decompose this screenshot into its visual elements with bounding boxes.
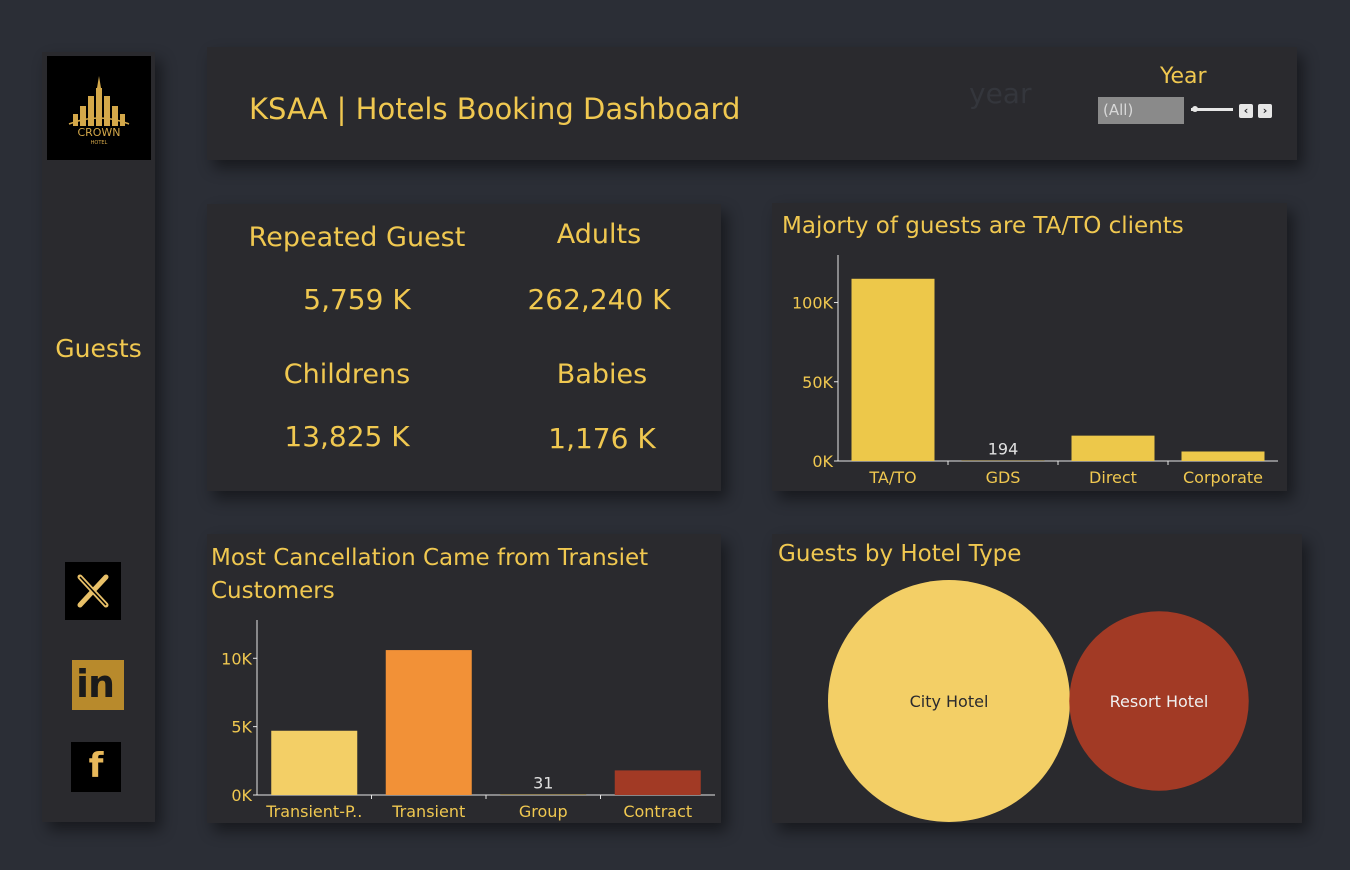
bubble-city-hotel[interactable] <box>828 580 1070 822</box>
cancellation-x-tick-label: Group <box>519 802 568 821</box>
bubble-resort-hotel[interactable] <box>1069 611 1249 791</box>
crown-hotel-logo[interactable]: CROWN HOTEL <box>47 56 151 160</box>
cancellation-x-tick-label: Transient-P.. <box>265 802 362 821</box>
kpi-babies-value: 1,176 K <box>548 422 656 455</box>
cancellation-chart-title: Most Cancellation Came from Transiet Cus… <box>211 545 649 604</box>
logo-sub-text: HOTEL <box>91 140 108 146</box>
cancellation-bar[interactable] <box>385 650 472 795</box>
year-select[interactable]: (All) <box>1098 97 1184 124</box>
kpi-repeated-guest-value: 5,759 K <box>303 283 411 316</box>
distribution-x-tick-label: TA/TO <box>868 468 916 487</box>
kpi-childrens-label: Childrens <box>283 359 411 390</box>
distribution-chart: 0K 50K 100K TA/TO GDS 194 Direct Corporate <box>792 255 1278 487</box>
linkedin-icon[interactable]: in <box>72 660 124 710</box>
distribution-chart-title: Majorty of guests are TA/TO clients <box>782 213 1184 239</box>
distribution-y-tick-label: 100K <box>792 294 834 313</box>
ghost-year-text: year <box>969 77 1032 110</box>
logo-brand-text: CROWN <box>77 126 120 139</box>
bubble-label: Resort Hotel <box>1110 692 1209 711</box>
hotel-type-bubbles: City Hotel Resort Hotel <box>828 580 1249 822</box>
header: KSAA | Hotels Booking Dashboard year Yea… <box>207 47 1297 160</box>
cancellation-y-tick-label: 10K <box>221 649 252 668</box>
distribution-x-tick-label: GDS <box>986 468 1021 487</box>
cancellation-data-label: 31 <box>533 774 553 793</box>
nav-guests[interactable]: Guests <box>55 334 142 363</box>
distribution-bar[interactable] <box>1181 451 1265 461</box>
kpi-repeated-guest-label: Repeated Guest <box>248 222 466 253</box>
cancellation-y-tick-label: 5K <box>231 718 252 737</box>
distribution-bar[interactable] <box>1071 435 1155 461</box>
cancellation-x-tick-label: Transient <box>391 802 465 821</box>
cancellation-x-tick-label: Contract <box>623 802 692 821</box>
kpi-adults-value: 262,240 K <box>527 283 671 316</box>
hotel-type-panel: Guests by Hotel Type City Hotel Resort Ho… <box>772 534 1302 823</box>
hotel-type-title: Guests by Hotel Type <box>778 541 1022 567</box>
x-icon[interactable] <box>65 562 121 620</box>
distribution-chart-panel: Majorty of guests are TA/TO clients 0K 50… <box>772 203 1287 491</box>
linkedin-glyph: in <box>76 662 115 706</box>
previous-year-button[interactable]: ‹ <box>1239 104 1253 118</box>
distribution-data-label: 194 <box>988 440 1019 459</box>
next-year-button[interactable]: › <box>1258 104 1272 118</box>
cancellation-y-tick-label: 0K <box>231 786 252 805</box>
slider-handle[interactable] <box>1192 106 1198 112</box>
page-title: KSAA | Hotels Booking Dashboard <box>249 92 741 126</box>
kpi-adults-label: Adults <box>556 219 642 250</box>
cancellation-chart-panel: Most Cancellation Came from Transiet Cus… <box>207 534 721 823</box>
sidebar: CROWN HOTEL Guests in f <box>42 52 155 822</box>
facebook-glyph: f <box>88 746 104 786</box>
distribution-x-tick-label: Corporate <box>1183 468 1263 487</box>
cancellation-bar[interactable] <box>614 770 701 795</box>
distribution-bar[interactable] <box>851 278 935 461</box>
distribution-y-tick-label: 0K <box>812 452 833 471</box>
kpi-panel: Repeated Guest 5,759 K Adults 262,240 K … <box>207 204 721 491</box>
kpi-babies-label: Babies <box>556 359 648 390</box>
skyline-icon: CROWN HOTEL <box>68 76 130 146</box>
cancellation-chart: 0K 5K 10K Transient-P.. Transient Group 31 Cont… <box>221 620 715 821</box>
kpi-childrens-value: 13,825 K <box>284 420 410 453</box>
facebook-icon[interactable]: f <box>71 742 121 792</box>
distribution-x-tick-label: Direct <box>1089 468 1137 487</box>
year-filter-label: Year <box>1160 64 1207 89</box>
bubble-label: City Hotel <box>910 692 989 711</box>
cancellation-bar[interactable] <box>271 730 358 795</box>
year-slider[interactable] <box>1191 106 1233 112</box>
distribution-y-tick-label: 50K <box>802 373 833 392</box>
